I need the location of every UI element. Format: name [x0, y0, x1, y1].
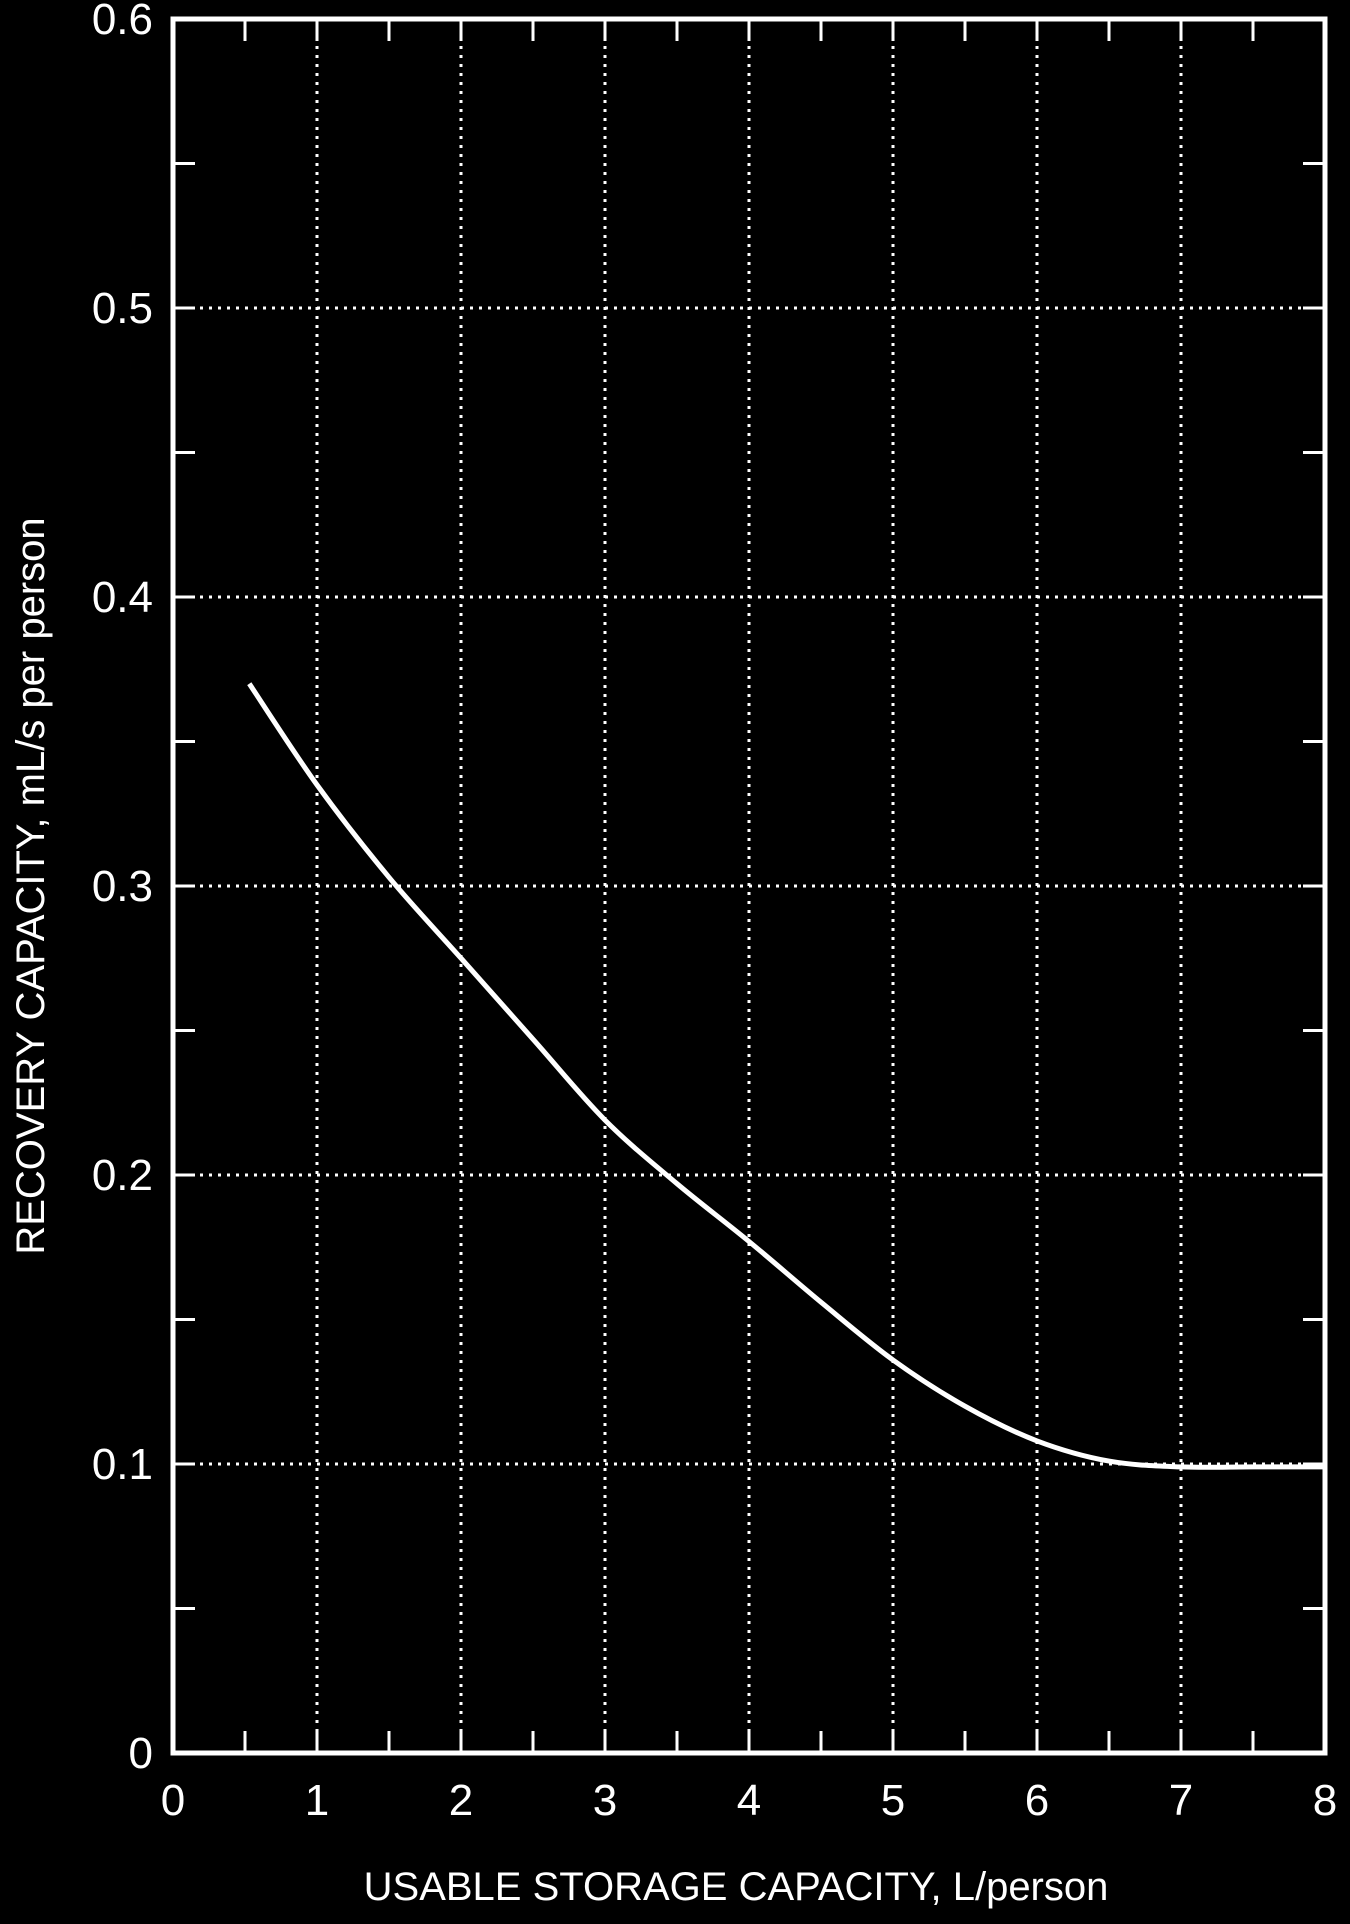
x-tick-label: 2	[449, 1776, 473, 1825]
x-axis-title: USABLE STORAGE CAPACITY, L/person	[364, 1865, 1109, 1909]
x-tick-label: 1	[305, 1776, 329, 1825]
x-tick-label: 7	[1169, 1776, 1193, 1825]
x-tick-label: 8	[1313, 1776, 1337, 1825]
y-tick-label: 0.4	[92, 573, 153, 622]
plot-frame	[170, 16, 1328, 1756]
y-tick-label: 0.6	[92, 0, 153, 44]
x-tick-label: 4	[737, 1776, 761, 1825]
x-tick-label: 0	[161, 1776, 185, 1825]
y-tick-label: 0	[129, 1729, 153, 1778]
y-tick-label: 0.2	[92, 1151, 153, 1200]
x-tick-label: 3	[593, 1776, 617, 1825]
x-tick-label: 5	[881, 1776, 905, 1825]
y-axis-title: RECOVERY CAPACITY, mL/s per person	[9, 517, 53, 1254]
y-tick-label: 0.5	[92, 284, 153, 333]
series-layer	[247, 682, 1325, 1470]
y-tick-label: 0.1	[92, 1440, 153, 1489]
y-tick-label: 0.3	[92, 862, 153, 911]
grid-layer	[173, 19, 1325, 1753]
series-line	[247, 682, 1325, 1470]
label-layer: 0 1 2 3 4 5 6 7 8 0 0.1 0.2 0.3 0.4 0.5 0.6	[92, 0, 1337, 1825]
x-tick-label: 6	[1025, 1776, 1049, 1825]
